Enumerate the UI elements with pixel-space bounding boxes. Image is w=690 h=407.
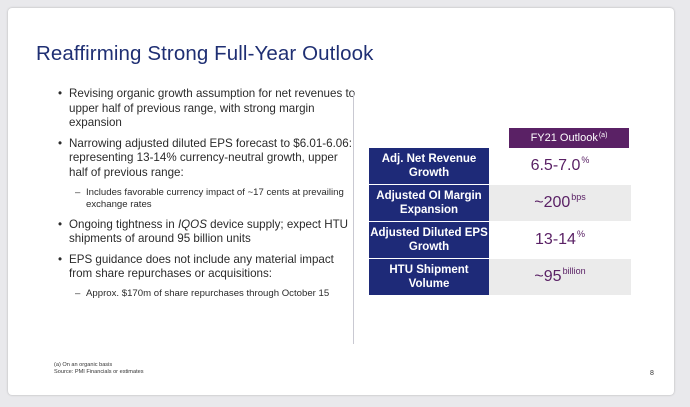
value-unit: % [581, 155, 590, 165]
value-unit: billion [562, 266, 586, 276]
bullet-text-italic: IQOS [177, 217, 207, 231]
outlook-header-label: FY21 Outlook [530, 132, 598, 144]
sub-bullet-item: Includes favorable currency impact of ~1… [58, 187, 358, 211]
bullet-item: Narrowing adjusted diluted EPS forecast … [58, 137, 358, 181]
footnotes: (a) On an organic basis Source: PMI Fina… [54, 362, 144, 376]
vertical-divider [353, 92, 354, 344]
slide-title: Reaffirming Strong Full-Year Outlook [36, 42, 374, 65]
bullet-item: Ongoing tightness in IQOS device supply;… [58, 218, 358, 247]
outlook-row-value: ~200 bps [489, 185, 631, 221]
outlook-row-value: 13-14% [489, 222, 631, 258]
footnote-line: (a) On an organic basis [54, 362, 113, 368]
value-number: 13-14 [535, 231, 576, 248]
bullet-text: Ongoing tightness in [69, 217, 178, 231]
page-number: 8 [650, 370, 654, 377]
outlook-row-value: 6.5-7.0% [489, 148, 631, 184]
bullet-item: Revising organic growth assumption for n… [58, 87, 358, 131]
slide: Reaffirming Strong Full-Year Outlook Rev… [8, 8, 674, 395]
bullet-list: Revising organic growth assumption for n… [58, 87, 358, 307]
value-unit: % [576, 229, 585, 239]
sub-bullet-item: Approx. $170m of share repurchases throu… [58, 288, 358, 300]
value-number: ~200 [534, 194, 571, 211]
outlook-row-value: ~95 billion [489, 259, 631, 295]
value-number: ~95 [534, 268, 562, 285]
value-unit: bps [571, 192, 586, 202]
outlook-row-label: Adj. Net Revenue Growth [369, 148, 489, 184]
bullet-item: EPS guidance does not include any materi… [58, 253, 358, 282]
outlook-table-header: FY21 Outlook (a) [509, 128, 629, 148]
outlook-row-label: HTU Shipment Volume [369, 259, 489, 295]
outlook-row-label: Adjusted OI Margin Expansion [369, 185, 489, 221]
value-number: 6.5-7.0 [530, 157, 581, 174]
bullet-text: device supply; expect HTU shipments of a… [69, 217, 349, 246]
outlook-row-label: Adjusted Diluted EPS Growth [369, 222, 489, 258]
outlook-header-note: (a) [598, 131, 608, 139]
footnote-line: Source: PMI Financials or estimates [54, 369, 144, 375]
